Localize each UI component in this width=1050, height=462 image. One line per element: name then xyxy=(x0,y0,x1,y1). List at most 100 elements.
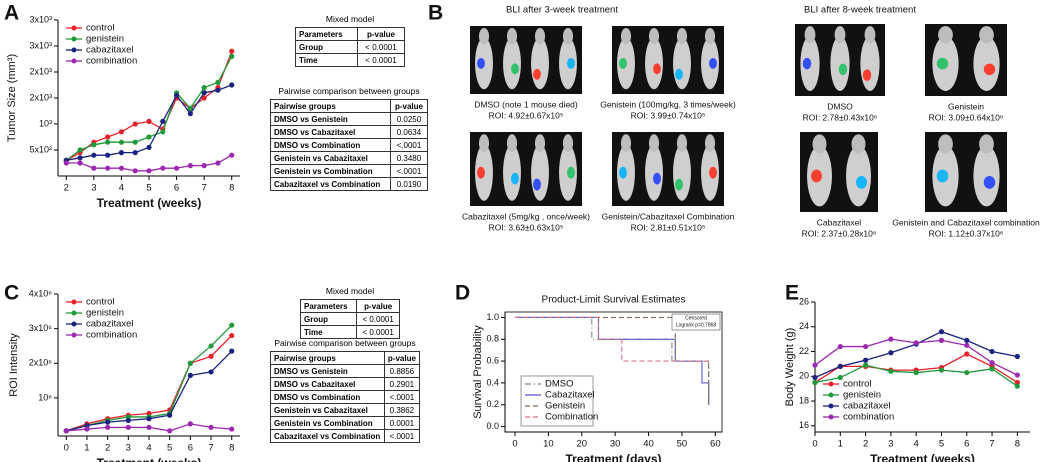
table-row: Group < 0.0001 xyxy=(299,312,400,326)
data-point xyxy=(167,428,173,434)
y-tick-label: 0.6 xyxy=(486,355,499,365)
table-cell: DMSO vs Combination xyxy=(270,390,385,404)
x-tick-label: 5 xyxy=(939,439,944,450)
table: Pairwise groups p-value DMSO vs Genistein 0… xyxy=(270,351,421,443)
table: Parameters p-value Group < 0.0001 Time < 0.00… xyxy=(295,27,406,67)
bli-signal xyxy=(811,169,822,183)
data-point xyxy=(1014,353,1020,360)
bli-roi: ROI: 2.81±0.51x10⁵ xyxy=(631,222,706,232)
bli-signal xyxy=(709,57,717,69)
panel-label: E xyxy=(785,282,799,305)
table-row: Genistein vs Combination <.0001 xyxy=(270,164,429,178)
table-cell: p-value xyxy=(356,27,406,41)
x-tick-label: 50 xyxy=(677,439,688,450)
x-tick-label: 3 xyxy=(888,439,893,450)
data-point xyxy=(105,424,111,430)
bli-roi: ROI: 2.78±0.43x10⁶ xyxy=(803,112,878,122)
bli-caption: Cabazitaxel xyxy=(817,217,862,227)
x-tick-label: 2 xyxy=(863,439,868,450)
stats-table: Mixed model Parameters p-value Group < 0.000… xyxy=(299,286,400,339)
data-point xyxy=(146,144,152,150)
table-cell: Cabazitaxel vs Combination xyxy=(270,177,391,191)
data-point xyxy=(84,426,90,432)
data-point xyxy=(215,87,221,93)
table-row: Cabazitaxel vs Combination 0.0190 xyxy=(270,177,429,191)
x-axis-label: Treatment (weeks) xyxy=(97,196,202,210)
y-tick-label: 0.8 xyxy=(486,334,499,344)
legend-label: control xyxy=(843,379,872,390)
data-point xyxy=(132,139,138,145)
data-point xyxy=(132,168,138,174)
bli-caption: Cabazitaxel (5mg/kg , once/week) xyxy=(462,211,590,221)
data-point xyxy=(187,360,193,366)
bli-caption: Genistein/Cabazitaxel Combination xyxy=(602,211,735,221)
table-cell: < 0.0001 xyxy=(356,53,406,67)
data-point xyxy=(146,168,152,174)
data-point xyxy=(938,329,945,335)
bli-signal xyxy=(983,63,996,76)
x-tick-label: 0 xyxy=(512,439,517,450)
mouse xyxy=(673,37,691,90)
x-tick-label: 5 xyxy=(167,443,172,454)
data-point xyxy=(229,426,235,432)
mouse-head xyxy=(979,134,994,154)
data-point xyxy=(938,367,945,373)
table-cell: Genistein vs Cabazitaxel xyxy=(270,403,385,417)
bli-signal xyxy=(653,172,661,185)
x-tick-label: 8 xyxy=(1015,439,1020,450)
table-row: Group < 0.0001 xyxy=(295,40,406,54)
table-row: DMSO vs Cabazitaxel 0.0634 xyxy=(270,125,429,139)
y-tick-label: 26 xyxy=(799,296,809,306)
table-row: DMSO vs Combination <.0001 xyxy=(270,390,421,404)
data-point xyxy=(888,350,894,356)
data-point xyxy=(229,152,235,158)
y-tick-label: 5x10² xyxy=(29,144,52,154)
legend-marker xyxy=(828,403,834,409)
data-point xyxy=(938,337,945,343)
mouse xyxy=(973,145,1000,207)
data-point xyxy=(964,351,970,357)
table-title: Mixed model xyxy=(325,14,375,24)
data-point xyxy=(105,165,111,171)
y-axis-label: Tumor Size (mm³) xyxy=(6,54,18,142)
data-point xyxy=(215,160,221,166)
x-tick-label: 4 xyxy=(146,443,151,454)
bli-signal xyxy=(567,57,575,69)
data-point xyxy=(201,163,207,169)
data-point xyxy=(837,343,843,350)
data-point xyxy=(187,111,193,117)
table-cell: Pairwise groups xyxy=(270,99,391,113)
table-cell: <.0001 xyxy=(389,138,429,152)
legend-label: genistein xyxy=(843,390,881,401)
y-tick-label: 4x10⁶ xyxy=(29,288,53,298)
table-row: DMSO vs Combination <.0001 xyxy=(270,138,429,152)
x-axis-label: Treatment (weeks) xyxy=(97,456,202,462)
mouse-head xyxy=(938,134,953,154)
bli-signal xyxy=(838,63,848,76)
y-tick-label: 22 xyxy=(799,346,809,356)
x-tick-label: 6 xyxy=(964,439,969,450)
bli-signal xyxy=(619,57,627,69)
x-tick-label: 6 xyxy=(188,443,193,454)
table-cell: DMSO vs Genistein xyxy=(270,112,391,126)
mouse xyxy=(860,36,880,91)
data-point xyxy=(173,92,180,98)
table-row: Time < 0.0001 xyxy=(299,325,400,339)
table-cell: Genistein vs Combination xyxy=(270,416,385,430)
stats-table: Pairwise comparison between groups Pairwi… xyxy=(270,338,421,443)
table-row: Parameters p-value xyxy=(299,299,400,313)
mouse-head xyxy=(506,134,518,152)
data-point xyxy=(146,424,152,430)
y-axis-label: Survival Probability xyxy=(472,325,484,419)
data-point xyxy=(146,416,152,422)
y-tick-label: 0.2 xyxy=(486,399,499,409)
bli-header: BLI after 3-week treatment xyxy=(506,5,618,16)
table: Pairwise groups p-value DMSO vs Genistein 0… xyxy=(270,99,429,191)
y-tick-label: 20 xyxy=(799,371,809,381)
x-tick-label: 20 xyxy=(576,439,587,450)
table-cell: <.0001 xyxy=(389,164,429,178)
mouse-head xyxy=(834,26,846,44)
note-box xyxy=(671,313,721,331)
y-tick-label: 18 xyxy=(799,395,809,405)
data-point xyxy=(989,348,995,355)
